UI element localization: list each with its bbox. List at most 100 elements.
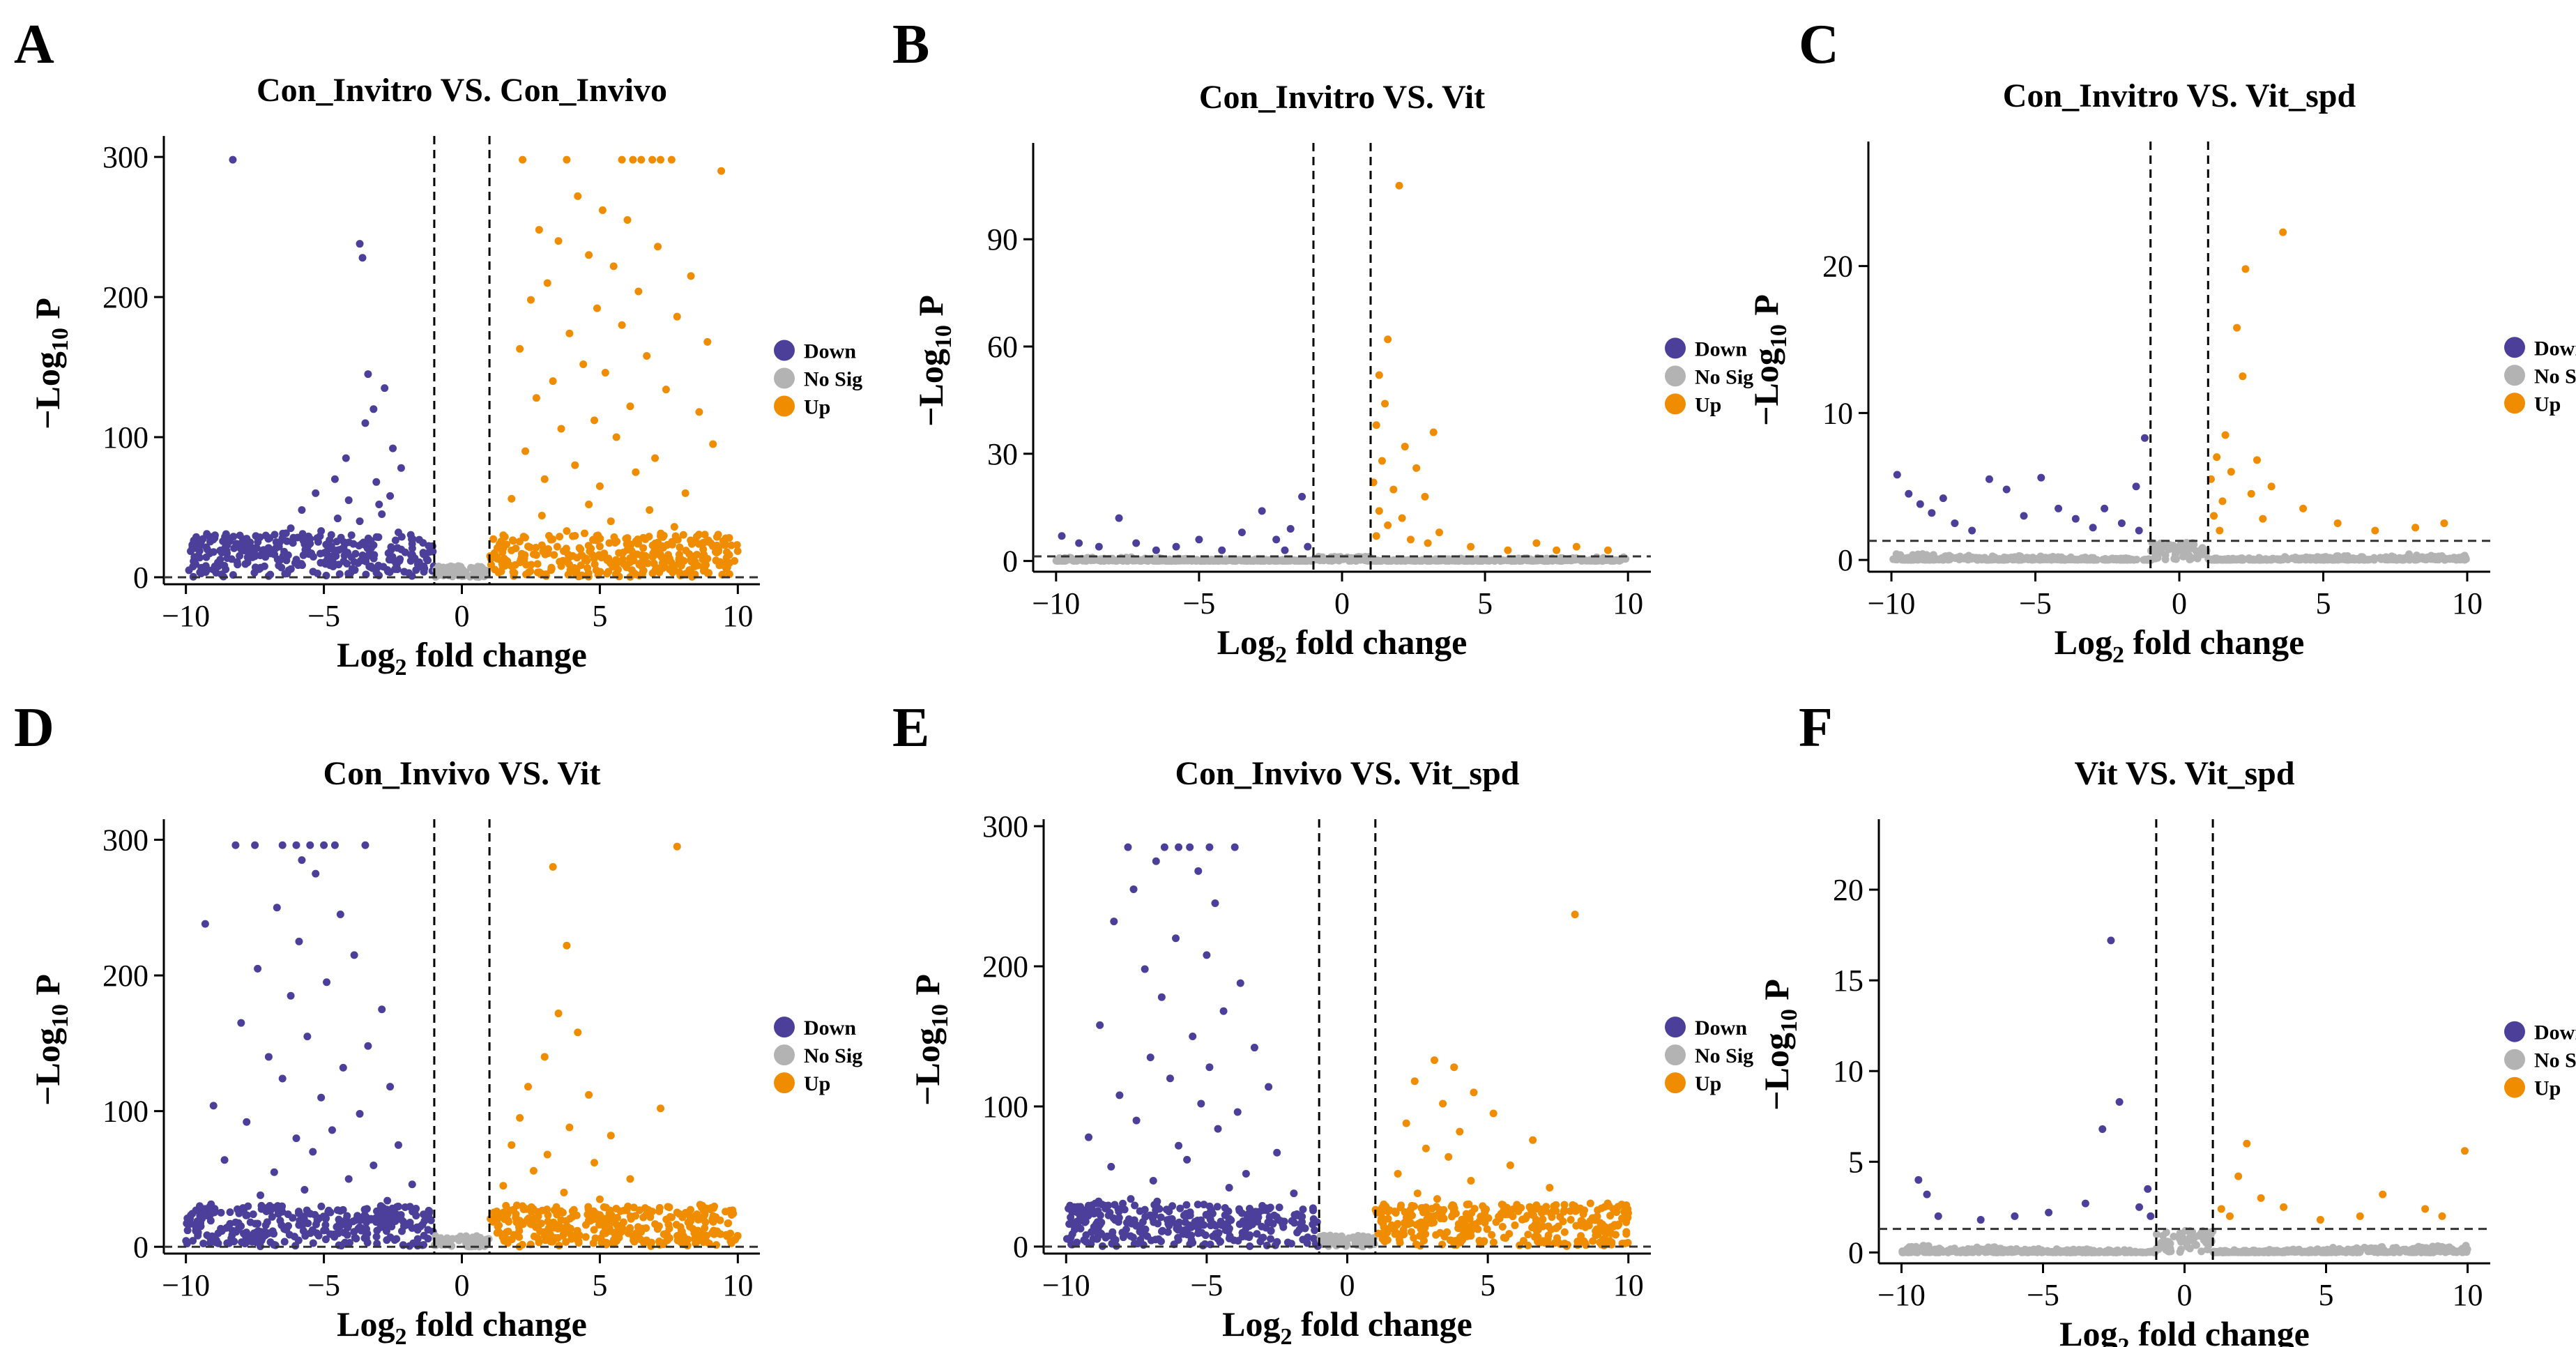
panel-letter-b: B [892,14,929,75]
up-point [577,561,585,570]
legend-down-label: Down [2534,1021,2576,1044]
down-point [1165,1208,1173,1216]
up-point [491,565,499,574]
down-point [373,1240,381,1248]
down-point [1267,1219,1275,1227]
down-point [1225,1234,1233,1242]
down-point [1127,1232,1135,1240]
down-point [362,1234,370,1242]
nosig-point [1485,556,1493,565]
up-point [597,554,606,562]
nosig-point [2120,554,2128,563]
nosig-point [2432,1246,2441,1254]
up-point [555,1242,563,1250]
up-point [586,1215,594,1224]
down-point [304,1219,312,1228]
up-point [609,262,618,271]
down-point [306,540,314,548]
up-point [1489,1238,1497,1247]
up-point [715,1229,723,1238]
up-point [585,251,593,259]
up-point [1467,1176,1475,1185]
nosig-point [1937,1247,1946,1256]
down-point [383,1205,391,1214]
down-point [291,558,299,567]
down-point [333,1206,342,1215]
down-point [275,538,284,547]
nosig-point [1993,1248,2002,1256]
down-point [289,539,297,547]
legend-down-label: Down [804,340,856,363]
up-point [1384,335,1392,344]
nosig-point [1988,556,1996,564]
up-point [663,554,671,563]
down-point [330,841,339,849]
up-point [1433,1195,1442,1203]
up-point [654,538,662,547]
up-point [1506,1161,1514,1169]
down-point [1288,1217,1296,1225]
up-point [693,551,701,559]
up-point [563,527,571,535]
up-point [626,1224,634,1232]
nosig-point [1326,1231,1334,1240]
down-point [195,547,204,555]
down-point [385,556,393,564]
up-point [571,1232,579,1240]
up-point [493,1228,501,1237]
up-point [701,538,709,547]
down-point [1138,1218,1147,1226]
up-point [733,547,742,555]
down-point [1187,1223,1196,1231]
up-point [612,433,620,441]
volcano-plot-a: Con_Invitro VS. Con_Invivo−10 −5 0 5 1001002… [28,72,862,680]
up-point [1402,1214,1410,1222]
nosig-point [2000,556,2009,564]
up-point [673,312,681,321]
up-point [1613,1208,1621,1217]
up-point [2440,519,2448,527]
down-point [383,1223,392,1231]
up-point [733,1231,742,1240]
chart-title: Con_Invivo VS. Vit [323,755,601,792]
up-point [571,531,579,540]
up-point [1395,1235,1403,1244]
down-point [1221,1204,1229,1212]
down-point [340,544,348,552]
down-point [287,565,295,573]
x-tick-label: 0 [2172,586,2187,621]
down-point [1309,1206,1318,1215]
up-point [1456,1127,1464,1136]
nosig-point [2045,555,2053,563]
nosig-point [2444,1247,2453,1256]
x-tick-label: −5 [307,599,340,633]
down-point [259,1233,267,1242]
up-point [663,541,671,549]
down-point [312,869,320,878]
nosig-point [2239,555,2248,563]
up-point [1422,1144,1430,1152]
nosig-point [2380,1246,2388,1254]
down-point [192,533,200,541]
nosig-point [2121,1248,2129,1256]
up-point [1419,1236,1428,1245]
down-point [372,1233,381,1241]
up-point [1378,1208,1386,1217]
nosig-point [1964,556,1972,564]
x-tick-label: −5 [1182,586,1215,621]
down-point [252,544,261,552]
nosig-point [2008,1246,2016,1254]
down-point [1110,918,1118,926]
up-point [1401,443,1409,451]
nosig-point [2159,1231,2167,1240]
nosig-point [2437,552,2446,561]
legend-nosig-marker [1665,365,1686,387]
up-point [632,468,640,476]
down-point [333,515,342,523]
up-point [1599,1220,1607,1228]
nosig-point [481,1238,489,1247]
down-point [416,1222,425,1231]
nosig-point [1550,556,1558,564]
down-point [344,1175,353,1183]
